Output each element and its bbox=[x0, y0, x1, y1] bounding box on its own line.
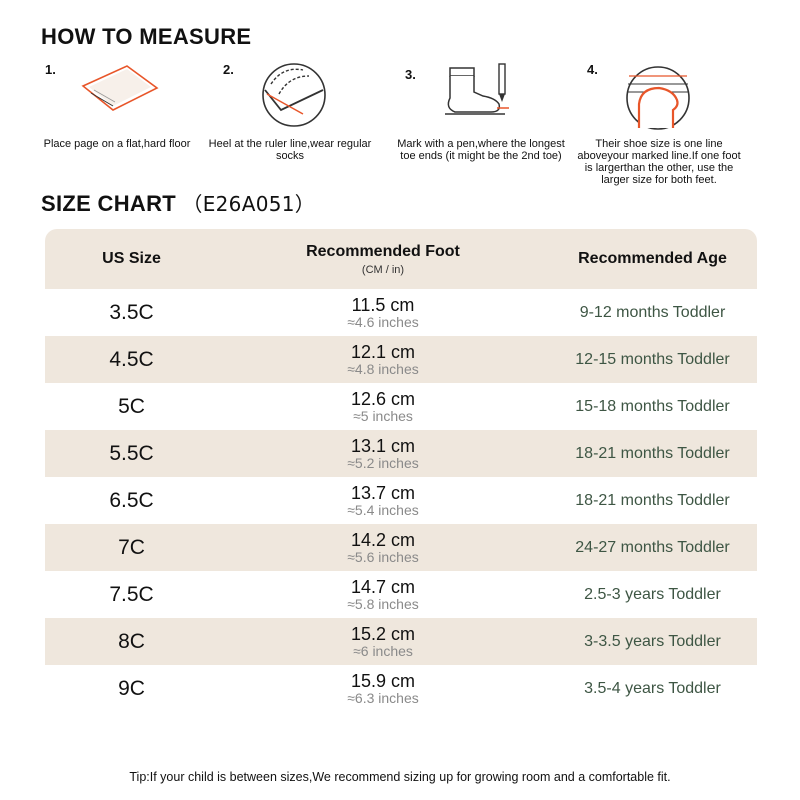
step-description: Heel at the ruler line,wear regular sock… bbox=[208, 138, 372, 162]
us-size-cell: 4.5C bbox=[109, 347, 154, 371]
header-us-size: US Size bbox=[102, 250, 161, 267]
us-size-cell: 5C bbox=[118, 394, 145, 418]
foot-cm: 15.9 cm bbox=[350, 670, 416, 691]
foot-cm: 14.2 cm bbox=[350, 529, 416, 550]
table-row: 5C 12.6 cm ≈5 inches 15-18 months Toddle… bbox=[45, 383, 757, 430]
step-number: 1. bbox=[45, 62, 56, 77]
foot-inches: ≈4.6 inches bbox=[347, 313, 419, 330]
table-header: US Size Recommended Foot (CM / in) Recom… bbox=[45, 229, 757, 289]
foot-length-cell: 15.2 cm ≈6 inches bbox=[218, 623, 548, 659]
foot-cm: 14.7 cm bbox=[350, 576, 416, 597]
age-cell: 12-15 months Toddler bbox=[575, 350, 730, 368]
foot-length-cell: 14.7 cm ≈5.8 inches bbox=[218, 576, 548, 612]
foot-length-cell: 13.1 cm ≈5.2 inches bbox=[218, 435, 548, 471]
table-row: 7C 14.2 cm ≈5.6 inches 24-27 months Todd… bbox=[45, 524, 757, 571]
table-row: 3.5C 11.5 cm ≈4.6 inches 9-12 months Tod… bbox=[45, 289, 757, 336]
page-on-floor-icon bbox=[81, 65, 159, 111]
us-size-cell: 3.5C bbox=[109, 300, 154, 324]
foot-cm: 13.1 cm bbox=[350, 435, 416, 456]
how-to-measure-title: HOW TO MEASURE bbox=[41, 24, 252, 49]
step-number: 4. bbox=[587, 62, 598, 77]
foot-inches: ≈5.2 inches bbox=[347, 454, 419, 471]
foot-length-cell: 14.2 cm ≈5.6 inches bbox=[218, 529, 548, 565]
foot-inches: ≈6.3 inches bbox=[347, 689, 419, 706]
size-chart-label: SIZE CHART bbox=[41, 191, 176, 216]
foot-length-cell: 11.5 cm ≈4.6 inches bbox=[218, 294, 548, 330]
us-size-cell: 9C bbox=[118, 676, 145, 700]
table-row: 8C 15.2 cm ≈6 inches 3-3.5 years Toddler bbox=[45, 618, 757, 665]
measure-step-1: 1. Place page on a flat,hard floor bbox=[44, 62, 215, 202]
table-row: 5.5C 13.1 cm ≈5.2 inches 18-21 months To… bbox=[45, 430, 757, 477]
measure-step-2: 2. Heel at the ruler line,wear regular s… bbox=[209, 62, 393, 202]
header-recommended-foot: Recommended Foot (CM / in) bbox=[218, 243, 548, 276]
foot-cm: 12.6 cm bbox=[350, 388, 416, 409]
measure-step-3: 3. Mark with a pen,where the longest toe… bbox=[397, 62, 575, 202]
foot-inches: ≈4.8 inches bbox=[347, 360, 419, 377]
foot-length-cell: 13.7 cm ≈5.4 inches bbox=[218, 482, 548, 518]
step-number: 3. bbox=[405, 67, 416, 82]
foot-inches: ≈5 inches bbox=[353, 407, 413, 424]
us-size-cell: 7.5C bbox=[109, 582, 154, 606]
foot-inches: ≈6 inches bbox=[353, 642, 413, 659]
header-foot-label: Recommended Foot bbox=[306, 242, 460, 260]
age-cell: 18-21 months Toddler bbox=[575, 491, 730, 509]
step-description: Mark with a pen,where the longest toe en… bbox=[397, 138, 565, 162]
header-recommended-age: Recommended Age bbox=[578, 250, 727, 267]
foot-inches: ≈5.4 inches bbox=[347, 501, 419, 518]
age-cell: 3.5-4 years Toddler bbox=[584, 679, 721, 697]
measure-step-4: 4. Their shoe size is one line aboveyour… bbox=[577, 62, 757, 202]
step-description: Place page on a flat,hard floor bbox=[43, 138, 191, 150]
shoe-size-line-icon bbox=[626, 66, 690, 130]
foot-length-cell: 12.1 cm ≈4.8 inches bbox=[218, 341, 548, 377]
us-size-cell: 7C bbox=[118, 535, 145, 559]
size-chart-table: US Size Recommended Foot (CM / in) Recom… bbox=[45, 229, 757, 712]
table-row: 4.5C 12.1 cm ≈4.8 inches 12-15 months To… bbox=[45, 336, 757, 383]
table-row: 6.5C 13.7 cm ≈5.4 inches 18-21 months To… bbox=[45, 477, 757, 524]
table-row: 9C 15.9 cm ≈6.3 inches 3.5-4 years Toddl… bbox=[45, 665, 757, 712]
foot-length-cell: 15.9 cm ≈6.3 inches bbox=[218, 670, 548, 706]
mark-toe-with-pen-icon bbox=[445, 63, 509, 115]
age-cell: 9-12 months Toddler bbox=[579, 303, 726, 321]
model-code: （E26A051） bbox=[182, 192, 316, 216]
age-cell: 2.5-3 years Toddler bbox=[584, 585, 721, 603]
us-size-cell: 8C bbox=[118, 629, 145, 653]
foot-cm: 13.7 cm bbox=[350, 482, 416, 503]
foot-cm: 12.1 cm bbox=[350, 341, 416, 362]
table-row: 7.5C 14.7 cm ≈5.8 inches 2.5-3 years Tod… bbox=[45, 571, 757, 618]
step-number: 2. bbox=[223, 62, 234, 77]
step-description: Their shoe size is one line aboveyour ma… bbox=[577, 138, 741, 186]
sizing-tip: Tip:If your child is between sizes,We re… bbox=[129, 770, 671, 784]
foot-cm: 15.2 cm bbox=[350, 623, 416, 644]
size-chart-title: SIZE CHART （E26A051） bbox=[41, 188, 315, 217]
age-cell: 15-18 months Toddler bbox=[575, 397, 730, 415]
foot-length-cell: 12.6 cm ≈5 inches bbox=[218, 388, 548, 424]
foot-inches: ≈5.6 inches bbox=[347, 548, 419, 565]
foot-inches: ≈5.8 inches bbox=[347, 595, 419, 612]
heel-at-ruler-icon bbox=[262, 63, 326, 127]
age-cell: 18-21 months Toddler bbox=[575, 444, 730, 462]
foot-cm: 11.5 cm bbox=[351, 294, 415, 315]
age-cell: 3-3.5 years Toddler bbox=[584, 632, 721, 650]
us-size-cell: 6.5C bbox=[109, 488, 154, 512]
header-foot-units: (CM / in) bbox=[361, 263, 405, 276]
us-size-cell: 5.5C bbox=[109, 441, 154, 465]
age-cell: 24-27 months Toddler bbox=[575, 538, 730, 556]
